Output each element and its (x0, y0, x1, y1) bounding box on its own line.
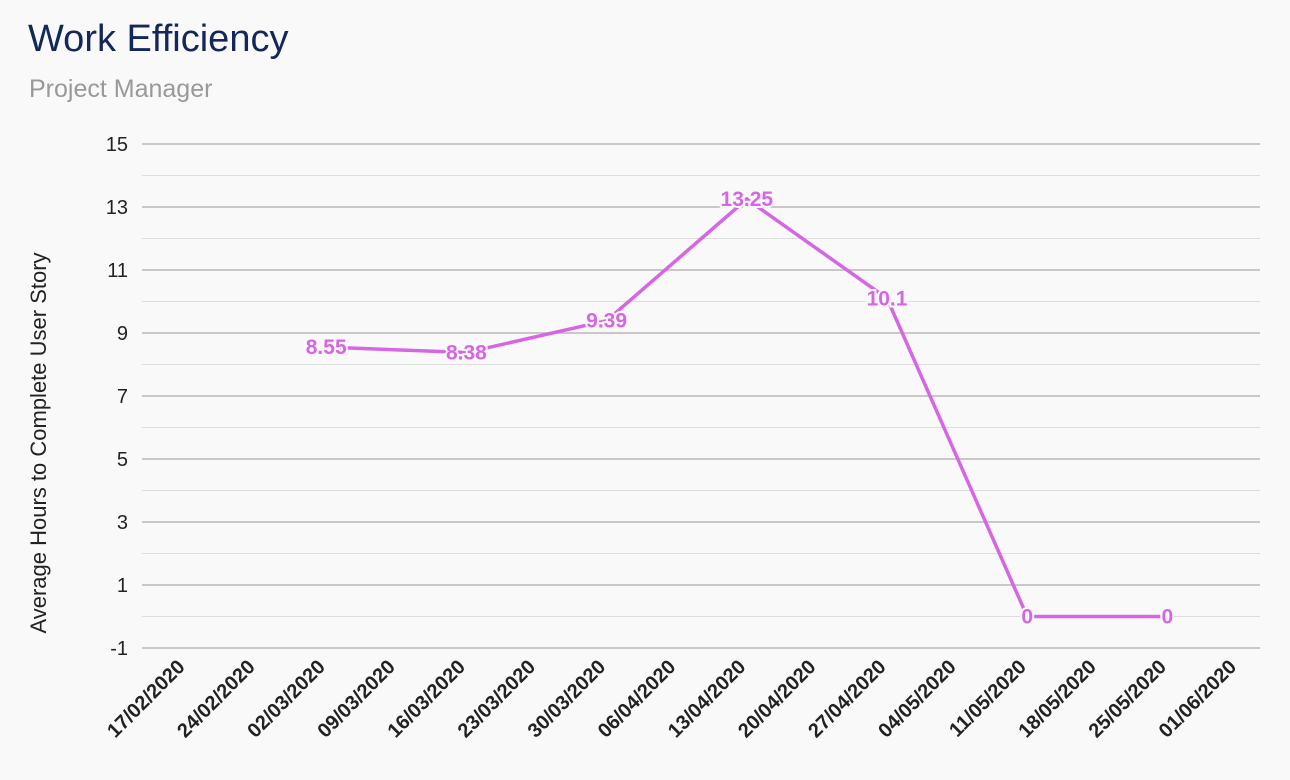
y-tick-label: -1 (110, 638, 128, 660)
data-point (1025, 614, 1030, 619)
y-tick-label: 15 (106, 134, 128, 156)
data-label: 10.1 (867, 287, 908, 310)
y-tick-labels: 15 13 11 9 7 5 3 1 -1 (106, 134, 128, 660)
chart-title: Work Efficiency (28, 18, 289, 60)
data-point (885, 296, 889, 301)
data-label: 8.55 (306, 336, 347, 359)
data-point (464, 350, 469, 355)
chart-subtitle: Project Manager (29, 75, 213, 103)
data-point (604, 318, 609, 323)
data-point (1165, 614, 1170, 619)
y-tick-label: 13 (106, 197, 128, 219)
grid-layer (142, 143, 1260, 649)
data-label: 9.39 (586, 310, 627, 333)
x-tick-labels: 17/02/202024/02/202002/03/202009/03/2020… (103, 656, 1241, 742)
y-tick-label: 11 (107, 260, 128, 282)
series-line-layer (324, 197, 1170, 619)
data-label: 0 (1162, 606, 1174, 629)
data-point (744, 197, 749, 202)
data-label: 0 (1021, 606, 1033, 629)
y-axis-label: Average Hours to Complete User Story (26, 252, 51, 633)
y-tick-label: 3 (117, 512, 128, 534)
y-tick-label: 5 (117, 449, 128, 471)
data-labels: 8.55 8.38 9.39 13.25 10.1 0 0 (304, 186, 1175, 630)
y-tick-label: 9 (117, 323, 128, 345)
data-point (324, 345, 329, 350)
data-label: 8.38 (446, 342, 487, 365)
y-tick-label: 7 (117, 386, 128, 408)
y-tick-label: 1 (117, 575, 128, 597)
data-label: 13.25 (721, 188, 774, 211)
